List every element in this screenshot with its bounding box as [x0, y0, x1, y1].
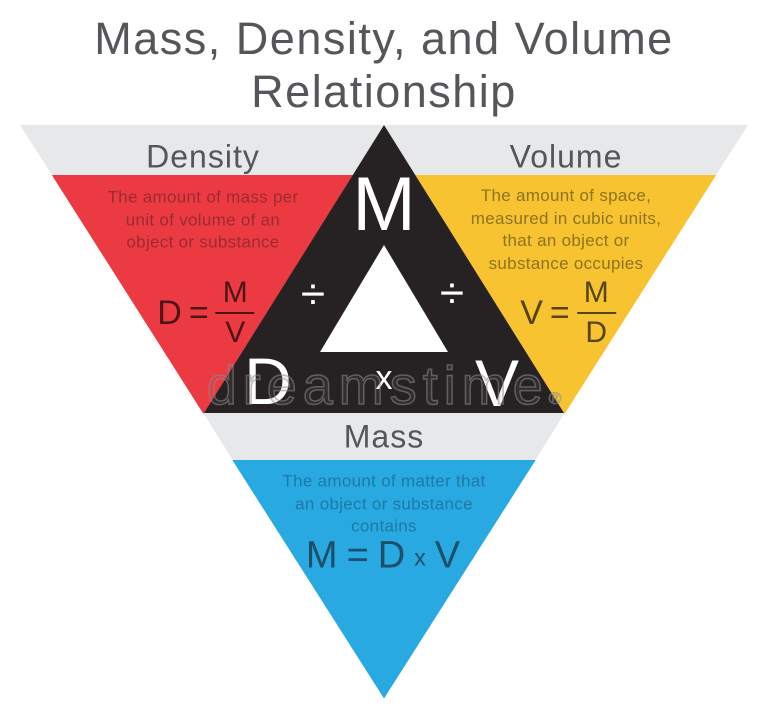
density-description: The amount of mass per unit of volume of… — [108, 186, 299, 254]
volume-formula-fraction: M D — [576, 278, 616, 349]
page-title-line2: Relationship — [251, 66, 517, 117]
density-region — [51, 175, 354, 414]
fraction-numerator: M — [576, 278, 616, 314]
page-title: Mass, Density, and Volume Relationship — [94, 12, 673, 118]
density-label: Density — [146, 138, 260, 175]
mass-description-line: an object or substance — [295, 493, 473, 513]
volume-description-line: that an object or — [502, 231, 630, 250]
mass-formula-lhs: M — [305, 534, 338, 577]
mass-region — [232, 460, 536, 699]
triangle-letter-d: D — [244, 344, 292, 418]
volume-description-line: The amount of space, — [480, 186, 652, 205]
density-formula-lhs: D — [157, 293, 182, 332]
volume-description-line: measured in cubic units, — [470, 208, 662, 228]
volume-description-line: substance occupies — [488, 253, 644, 273]
mass-description-line: contains — [351, 516, 417, 536]
triangle-letter-v: V — [474, 346, 520, 420]
volume-region — [415, 175, 717, 414]
equals-sign: = — [549, 293, 570, 332]
mass-gray-band — [203, 413, 565, 460]
density-description-line: The amount of mass per — [107, 187, 299, 207]
registered-icon: ® — [548, 389, 562, 409]
divide-icon-right: ÷ — [439, 269, 465, 318]
multiply-icon: x — [414, 544, 426, 571]
equals-sign: = — [346, 534, 369, 577]
volume-description: The amount of space, measured in cubic u… — [471, 185, 662, 275]
density-description-line: object or substance — [126, 232, 280, 252]
mass-label: Mass — [343, 418, 425, 455]
mass-description: The amount of matter that an object or s… — [282, 470, 485, 538]
density-formula: D = M V — [157, 278, 255, 349]
density-description-line: unit of volume of an — [125, 209, 281, 229]
inner-white-triangle — [320, 245, 448, 352]
fraction-denominator: D — [585, 316, 608, 349]
mass-formula-factor2: V — [434, 534, 461, 577]
volume-label: Volume — [509, 138, 623, 175]
fraction-denominator: V — [225, 316, 246, 349]
multiply-icon: x — [375, 359, 393, 397]
mass-formula-factor1: D — [377, 534, 406, 577]
watermark: dreamstime® — [206, 355, 562, 417]
divide-icon-left: ÷ — [300, 270, 326, 319]
triangle-letter-m: M — [352, 162, 416, 247]
watermark-text: dreamstime — [206, 355, 549, 417]
mass-description-line: The amount of matter that — [282, 471, 486, 491]
volume-formula-lhs: V — [520, 293, 543, 332]
fraction-numerator: M — [215, 278, 255, 314]
page-title-line1: Mass, Density, and Volume — [94, 13, 674, 64]
equals-sign: = — [188, 293, 209, 332]
mass-formula: M = D x V — [306, 535, 460, 578]
volume-formula: V = M D — [520, 278, 616, 348]
density-formula-fraction: M V — [215, 278, 255, 349]
